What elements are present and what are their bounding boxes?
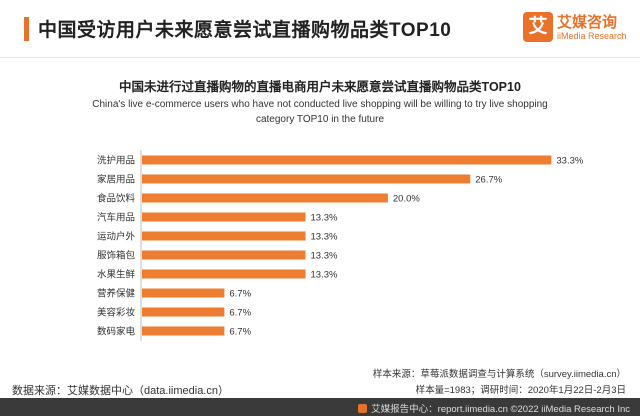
header: 中国受访用户未来愿意尝试直播购物品类TOP10 艾 艾媒咨询 iiMedia R… [0, 0, 640, 58]
category-label: 水果生鲜 [97, 269, 136, 281]
footer-label: 艾媒报告中心：report.iimedia.cn ©2022 iiMedia R… [371, 404, 630, 415]
bar [142, 193, 388, 203]
value-label: 13.3% [311, 213, 338, 224]
bar [142, 174, 471, 184]
category-label: 运动户外 [97, 231, 136, 243]
category-label: 服饰箱包 [97, 250, 136, 262]
value-label: 6.7% [229, 308, 251, 319]
bar [142, 307, 225, 317]
header-accent-bar [24, 17, 29, 41]
footer: 艾媒报告中心：report.iimedia.cn ©2022 iiMedia R… [0, 398, 640, 416]
bar [142, 288, 225, 298]
header-divider [0, 57, 640, 58]
category-label: 洗护用品 [97, 155, 135, 167]
value-label: 6.7% [229, 327, 251, 338]
brand-logo: 艾 艾媒咨询 iiMedia Research [523, 10, 635, 50]
sample-source-note: 样本来源：草莓派数据调查与计算系统（survey.iimedia.cn） [372, 369, 626, 380]
chart-subtitle: China's live e-commerce users who have n… [92, 99, 548, 125]
category-label: 食品饮料 [97, 193, 136, 205]
bar [142, 250, 306, 260]
bar [142, 269, 306, 279]
category-label: 数码家电 [97, 326, 136, 338]
report-center-icon [358, 404, 368, 413]
page-title: 中国受访用户未来愿意尝试直播购物品类TOP10 [38, 20, 452, 41]
footer-text: 艾媒报告中心：report.iimedia.cn ©2022 iiMedia R… [358, 401, 630, 415]
category-label: 美容彩妆 [97, 307, 136, 319]
bar [142, 212, 306, 222]
value-label: 20.0% [393, 194, 420, 205]
logo-subtitle: iiMedia Research [557, 31, 627, 41]
category-label: 家居用品 [97, 174, 135, 186]
value-label: 13.3% [311, 270, 338, 281]
bar [142, 231, 306, 241]
data-source-note: 数据来源：艾媒数据中心（data.iimedia.cn） [12, 385, 229, 397]
value-label: 13.3% [311, 232, 338, 243]
value-label: 33.3% [556, 156, 583, 167]
category-label: 汽车用品 [97, 212, 135, 224]
bar [142, 155, 552, 165]
category-label: 营养保健 [97, 288, 136, 300]
value-label: 13.3% [311, 251, 338, 262]
chart-title: 中国未进行过直播购物的直播电商用户未来愿意尝试直播购物品类TOP10 [119, 80, 521, 94]
value-label: 26.7% [475, 175, 502, 186]
bar-chart: 洗护用品 33.3% 家居用品 26.7% 食品饮料 20.0% 汽车用品 13.3% 运动户外… [97, 150, 584, 341]
value-label: 6.7% [229, 289, 251, 300]
logo-name: 艾媒咨询 [557, 14, 618, 31]
logo-mark: 艾 [523, 12, 553, 42]
bar [142, 326, 225, 336]
sample-info-note: 样本量=1983；调研时间：2020年1月22日-2月3日 [415, 385, 626, 396]
